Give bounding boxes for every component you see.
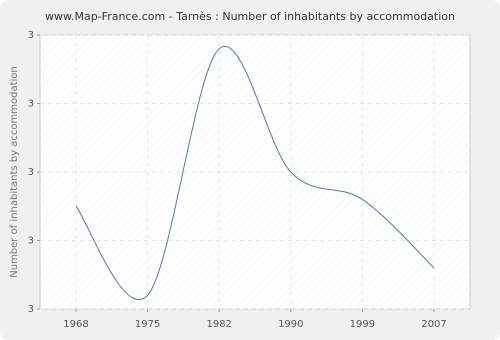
data-line (75, 45, 435, 300)
y-axis-label: Number of inhabitants by accommodation (9, 66, 20, 278)
x-tick-label: 1975 (135, 319, 160, 330)
y-tick-label: 3 (28, 30, 34, 41)
chart-title: www.Map-France.com - Tarnès : Number of … (45, 10, 455, 23)
x-tick-label: 1968 (63, 319, 88, 330)
x-tick-label: 1999 (350, 319, 375, 330)
y-tick-label: 3 (28, 304, 34, 315)
x-tick-label: 1982 (206, 319, 231, 330)
y-tick-label: 3 (28, 167, 34, 178)
y-tick-label: 3 (28, 236, 34, 247)
x-tick-label: 1990 (278, 319, 303, 330)
plot-area (39, 34, 471, 310)
y-tick-label: 3 (28, 99, 34, 110)
x-tick-label: 2007 (421, 319, 446, 330)
